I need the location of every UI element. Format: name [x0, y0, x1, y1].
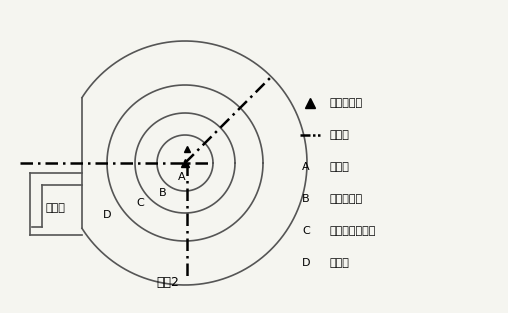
Text: ターミナル: ターミナル — [330, 98, 363, 108]
Text: C: C — [136, 198, 144, 208]
Text: 市街地・住宅地: 市街地・住宅地 — [330, 226, 376, 236]
Text: C: C — [302, 226, 310, 236]
Text: 鉄　道: 鉄 道 — [330, 130, 350, 140]
Text: B: B — [302, 194, 309, 204]
Text: A: A — [302, 162, 309, 172]
Text: 図　2: 図 2 — [156, 276, 179, 290]
Text: D: D — [302, 258, 310, 268]
Text: 都心部: 都心部 — [330, 162, 350, 172]
Text: 臨海部: 臨海部 — [330, 258, 350, 268]
Text: A: A — [178, 172, 186, 182]
Text: 港　渾: 港 渾 — [45, 203, 65, 213]
Text: 都心周辺部: 都心周辺部 — [330, 194, 363, 204]
Text: D: D — [103, 210, 111, 220]
Text: B: B — [159, 188, 167, 198]
